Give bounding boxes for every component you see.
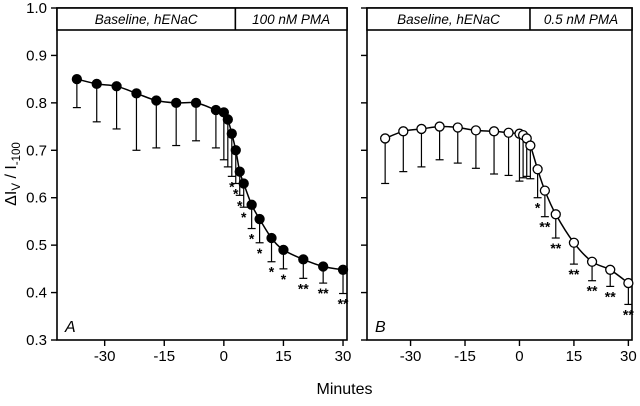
data-point	[550, 209, 561, 220]
y-tick-label: 0.8	[26, 95, 47, 112]
header-box	[366, 7, 633, 31]
panel-A: 0.3 0.4 0.5 0.6 0.7 0.8 0.9 1.0 -30 -15 0 15 30 Basel…	[26, 0, 351, 365]
data-point	[131, 88, 142, 99]
header-baseline-label: Baseline, hENaC	[397, 12, 500, 27]
y-tick-label: 0.6	[26, 190, 47, 207]
data-point	[337, 264, 349, 275]
data-point	[222, 114, 233, 125]
x-tick-label: 0	[515, 348, 523, 365]
data-point	[230, 145, 241, 156]
significance-marker: **	[623, 306, 634, 322]
data-point	[234, 166, 245, 177]
data-point	[254, 213, 265, 225]
data-point	[503, 127, 514, 138]
significance-marker: *	[233, 185, 239, 201]
y-tick-label: 0.4	[26, 285, 47, 302]
data-point	[151, 95, 162, 106]
significance-marker: **	[568, 266, 579, 282]
data-point	[238, 178, 249, 189]
data-point	[298, 254, 309, 265]
data-point	[318, 261, 329, 272]
data-point	[434, 121, 445, 132]
axes-frame	[56, 7, 348, 341]
significance-marker: *	[269, 264, 275, 280]
x-tick-label: 30	[335, 348, 352, 365]
data-point	[190, 97, 202, 109]
data-point	[488, 126, 500, 137]
data-point	[266, 232, 277, 244]
x-tick-label: 30	[620, 348, 637, 365]
x-tick-label: -15	[153, 348, 175, 365]
x-axis-label: Minutes	[316, 381, 372, 398]
significance-marker: **	[539, 219, 550, 235]
significance-marker: **	[550, 240, 561, 256]
data-point	[246, 199, 257, 210]
data-point	[111, 81, 122, 92]
x-tick-label: 15	[275, 348, 292, 365]
x-tick-label: -30	[94, 348, 116, 365]
significance-marker: *	[281, 271, 287, 287]
data-point	[568, 237, 580, 248]
panel-letter: B	[375, 319, 386, 336]
y-tick-label: 1.0	[26, 0, 47, 17]
x-tick-label: -15	[454, 348, 476, 365]
data-point	[470, 125, 482, 136]
significance-marker: *	[241, 209, 247, 225]
significance-marker: **	[605, 288, 616, 304]
y-tick-label: 0.5	[26, 237, 47, 254]
data-point	[171, 97, 182, 109]
data-point	[91, 78, 102, 90]
data-point	[586, 256, 598, 267]
x-tick-label: -30	[400, 348, 422, 365]
header-box	[56, 7, 348, 31]
data-point	[398, 126, 409, 137]
data-point	[525, 140, 536, 151]
y-tick-label: 0.7	[26, 142, 47, 159]
significance-marker: **	[338, 296, 349, 312]
data-point	[380, 133, 391, 144]
significance-marker: *	[237, 197, 243, 213]
data-point	[278, 244, 289, 256]
data-point	[452, 122, 463, 133]
panel-letter: A	[64, 319, 76, 336]
data-point	[71, 73, 83, 85]
y-axis-label: ΔIV / I-100	[3, 142, 23, 206]
significance-marker: *	[535, 200, 541, 216]
significance-marker: **	[298, 280, 309, 296]
data-point	[605, 264, 616, 275]
significance-marker: *	[257, 245, 263, 261]
data-point	[623, 277, 634, 289]
data-point	[539, 185, 551, 196]
data-point	[416, 123, 427, 135]
x-tick-label: 15	[566, 348, 583, 365]
significance-marker: *	[249, 231, 255, 247]
significance-marker: *	[229, 178, 235, 194]
significance-marker: **	[318, 285, 329, 301]
header-baseline-label: Baseline, hENaC	[95, 12, 198, 27]
significance-marker: **	[587, 283, 598, 299]
axes-frame	[366, 7, 633, 341]
x-tick-label: 0	[220, 348, 228, 365]
header-treatment-label: 0.5 nM PMA	[544, 12, 618, 27]
header-treatment-label: 100 nM PMA	[252, 12, 330, 27]
data-point	[226, 128, 237, 139]
y-tick-label: 0.3	[26, 332, 47, 349]
y-tick-label: 0.9	[26, 47, 47, 64]
data-point	[532, 164, 543, 175]
